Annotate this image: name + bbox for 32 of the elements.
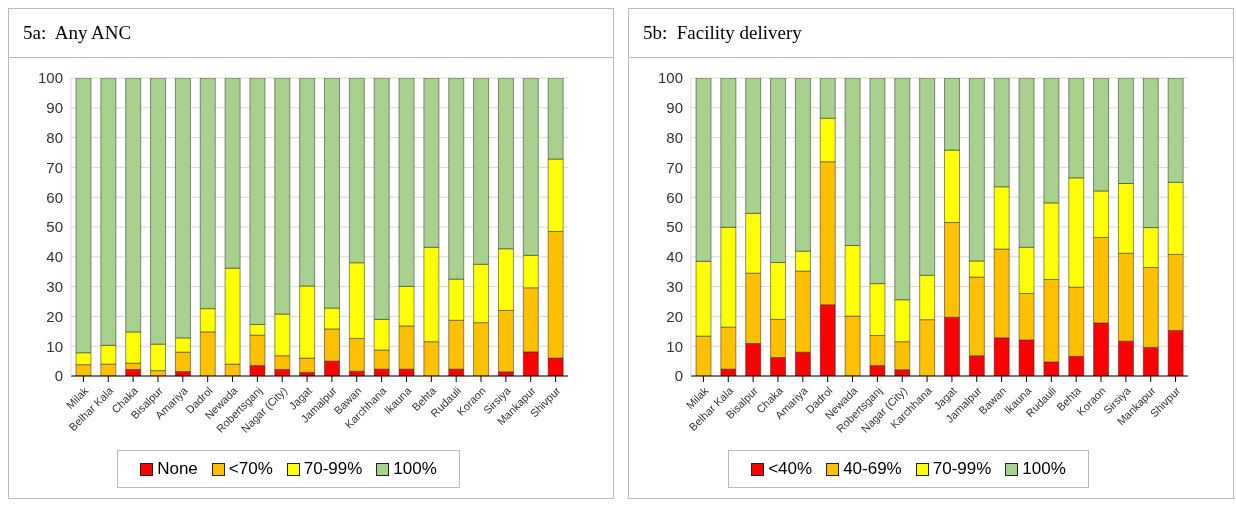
y-tick-label: 90	[46, 99, 63, 117]
y-tick-label: 80	[46, 128, 63, 146]
y-tick-label: 70	[46, 158, 63, 176]
y-tick-label: 60	[666, 188, 683, 206]
legend-label: <40%	[768, 459, 813, 479]
y-tick-label: 30	[46, 277, 63, 295]
y-tick-label: 70	[666, 158, 683, 176]
y-tick-label: 10	[666, 337, 683, 355]
y-tick-label: 50	[666, 218, 683, 236]
legend-label: None	[157, 459, 198, 479]
chart-title: 5a: Any ANC	[9, 9, 613, 58]
y-tick-label: 30	[666, 277, 683, 295]
legend-label: 70-99%	[303, 459, 363, 479]
y-tick-label: 90	[666, 99, 683, 117]
y-tick-label: 20	[46, 307, 63, 325]
y-tick-label: 0	[54, 367, 63, 385]
legend-label: 40-69%	[843, 459, 902, 479]
y-tick-label: 0	[674, 367, 683, 385]
legend-label: 100%	[393, 459, 437, 479]
y-tick-label: 80	[666, 128, 683, 146]
legend-label: <70%	[228, 459, 273, 479]
y-tick-label: 40	[666, 248, 683, 266]
y-tick-label: 10	[46, 337, 63, 355]
legend-label: 100%	[1022, 459, 1066, 479]
y-tick-label: 60	[46, 188, 63, 206]
chart-title: 5b: Facility delivery	[629, 9, 1233, 58]
y-tick-label: 40	[46, 248, 63, 266]
y-tick-label: 50	[46, 218, 63, 236]
y-tick-label: 20	[666, 307, 683, 325]
legend-label: 70-99%	[932, 459, 992, 479]
y-tick-label: 100	[37, 69, 63, 87]
y-tick-label: 100	[657, 69, 683, 87]
